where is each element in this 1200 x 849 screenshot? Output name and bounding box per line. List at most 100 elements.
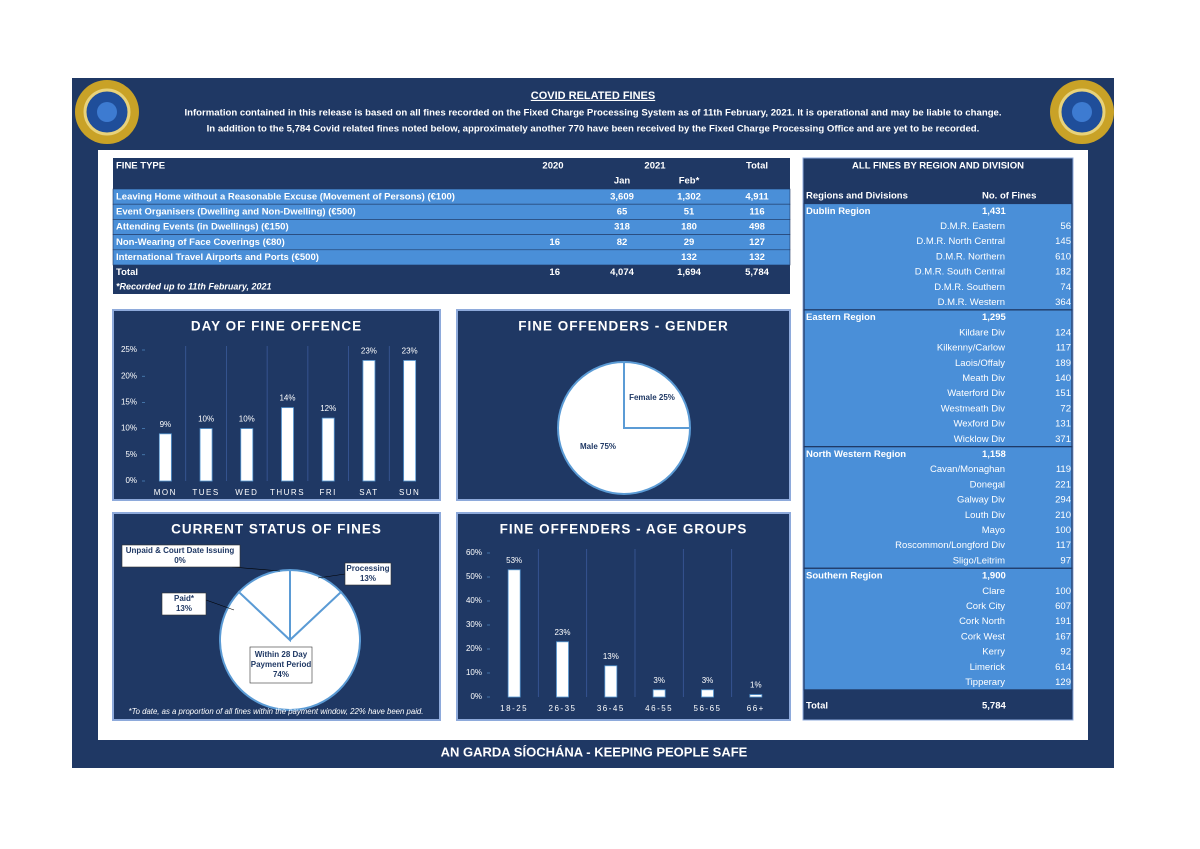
table-cell: 29 xyxy=(684,237,695,248)
division-value: 210 xyxy=(1055,510,1071,521)
y-tick-label: 50% xyxy=(466,572,482,581)
division-value: 191 xyxy=(1055,616,1071,627)
x-tick-label: SUN xyxy=(399,488,420,497)
slice-label: Within 28 Day Payment Period 74% xyxy=(251,650,312,679)
pie-slice xyxy=(237,568,291,643)
value-label: 1% xyxy=(750,681,762,690)
bar xyxy=(240,428,254,482)
table-cell: Event Organisers (Dwelling and Non-Dwell… xyxy=(116,207,356,218)
division-name: D.M.R. Southern xyxy=(934,282,1005,293)
division-value: 145 xyxy=(1055,236,1071,247)
table-cell: International Travel Airports and Ports … xyxy=(116,252,319,263)
leader-line xyxy=(231,566,281,572)
total-value: 5,784 xyxy=(982,701,1006,712)
column-header: No. of Fines xyxy=(982,191,1036,202)
division-name: Galway Div xyxy=(957,495,1005,506)
table-cell: 498 xyxy=(749,222,765,233)
bar xyxy=(199,428,213,482)
table-cell: 4,911 xyxy=(745,191,769,202)
label-box xyxy=(161,592,207,616)
x-tick-label: FRI xyxy=(320,488,337,497)
y-tick-label: 60% xyxy=(466,548,482,557)
x-tick-label: 56-65 xyxy=(694,704,722,713)
bar xyxy=(556,641,569,698)
division-value: 100 xyxy=(1055,586,1071,597)
division-value: 97 xyxy=(1060,555,1071,566)
header-line: In addition to the 5,784 Covid related f… xyxy=(207,124,980,135)
division-value: 119 xyxy=(1056,464,1071,475)
x-tick-label: THURS xyxy=(270,488,305,497)
division-value: 129 xyxy=(1055,677,1071,688)
division-value: 607 xyxy=(1055,601,1071,612)
footer: AN GARDA SÍOCHÁNA - KEEPING PEOPLE SAFE xyxy=(441,744,748,759)
bar xyxy=(652,689,666,698)
table-cell: 16 xyxy=(549,237,560,248)
region-total: 1,158 xyxy=(982,449,1006,460)
total-cell: 16 xyxy=(549,267,560,278)
region-name: Southern Region xyxy=(806,571,883,582)
table-cell: 82 xyxy=(617,237,628,248)
division-name: Donegal xyxy=(970,479,1005,490)
division-value: 100 xyxy=(1055,525,1071,536)
division-name: Sligo/Leitrim xyxy=(953,555,1005,566)
crest-left xyxy=(75,80,139,144)
region-name: North Western Region xyxy=(806,449,906,460)
division-name: Cork City xyxy=(966,601,1005,612)
bar xyxy=(158,433,172,482)
division-value: 221 xyxy=(1055,479,1071,490)
pie-slice xyxy=(623,360,692,429)
division-name: Cavan/Monaghan xyxy=(930,464,1005,475)
bar xyxy=(321,417,335,482)
table-cell: 116 xyxy=(749,207,764,218)
table-cell: 132 xyxy=(681,252,697,263)
y-tick-label: 10% xyxy=(466,668,482,677)
table-cell: Non-Wearing of Face Coverings (€80) xyxy=(116,237,285,248)
chart-note: *To date, as a proportion of all fines w… xyxy=(129,707,424,716)
division-name: Louth Div xyxy=(965,510,1005,521)
division-name: Cork West xyxy=(961,631,1006,642)
division-name: Mayo xyxy=(982,525,1005,536)
region-group-bg xyxy=(803,309,1073,448)
total-cell: Total xyxy=(116,267,138,278)
division-value: 117 xyxy=(1056,540,1071,551)
x-tick-label: SAT xyxy=(359,488,378,497)
y-tick-label: 30% xyxy=(466,620,482,629)
value-label: 10% xyxy=(239,415,255,424)
table-header-bg xyxy=(113,158,790,189)
x-tick-label: MON xyxy=(154,488,177,497)
division-name: D.M.R. Northern xyxy=(936,251,1005,262)
column-header: FINE TYPE xyxy=(116,161,165,172)
region-total: 1,900 xyxy=(982,571,1006,582)
table-cell: 180 xyxy=(681,222,697,233)
division-value: 74 xyxy=(1060,282,1071,293)
division-name: Cork North xyxy=(959,616,1005,627)
total-row-bg xyxy=(113,265,790,280)
division-value: 189 xyxy=(1055,358,1071,369)
division-name: Roscommon/Longford Div xyxy=(895,540,1005,551)
division-value: 92 xyxy=(1060,647,1071,658)
header-line: Information contained in this release is… xyxy=(184,108,1001,119)
division-value: 56 xyxy=(1060,221,1071,232)
chart-title: FINE OFFENDERS - GENDER xyxy=(518,319,729,334)
region-name: Eastern Region xyxy=(806,312,876,323)
division-name: D.M.R. Western xyxy=(938,297,1005,308)
division-value: 610 xyxy=(1055,251,1071,262)
total-cell: 1,694 xyxy=(677,267,701,278)
division-name: Westmeath Div xyxy=(941,403,1005,414)
value-label: 3% xyxy=(702,676,714,685)
value-label: 14% xyxy=(279,394,295,403)
division-value: 182 xyxy=(1055,267,1071,278)
x-tick-label: WED xyxy=(235,488,258,497)
division-name: Kildare Div xyxy=(959,327,1005,338)
total-cell: 4,074 xyxy=(610,267,634,278)
header-title: COVID RELATED FINES xyxy=(531,90,655,102)
division-name: Tipperary xyxy=(965,677,1005,688)
division-value: 124 xyxy=(1055,327,1071,338)
column-header: Regions and Divisions xyxy=(806,191,908,202)
table-cell: 1,302 xyxy=(677,191,701,202)
division-value: 131 xyxy=(1055,419,1071,430)
value-label: 12% xyxy=(320,404,336,413)
division-name: D.M.R. South Central xyxy=(915,267,1005,278)
crest-right xyxy=(1050,80,1114,144)
